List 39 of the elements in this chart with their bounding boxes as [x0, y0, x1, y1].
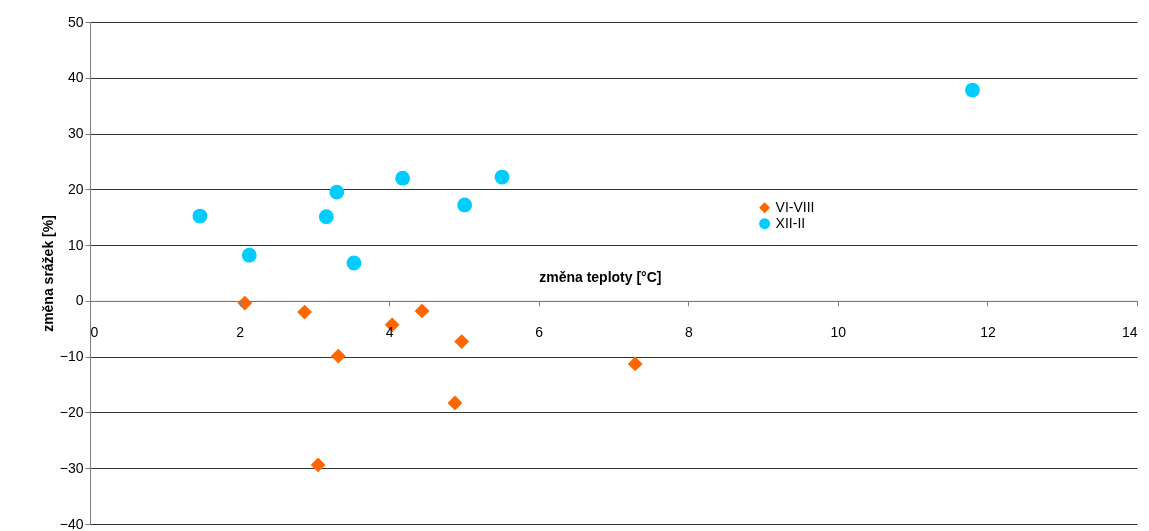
- point: [454, 334, 470, 350]
- point: [965, 82, 980, 98]
- y-tick-label: 10: [67, 236, 84, 253]
- x-tick-label: 14: [1121, 324, 1138, 341]
- point: [237, 295, 253, 311]
- legend-label: XII-II: [775, 214, 806, 231]
- y-tick-label: 40: [67, 69, 84, 86]
- x-tick-label: 8: [684, 324, 693, 341]
- y-tick-label: 30: [67, 125, 84, 142]
- y-tick-label: 0: [75, 292, 84, 309]
- point: [395, 170, 411, 186]
- y-tick-label: −20: [59, 403, 84, 420]
- point: [330, 348, 346, 364]
- point: [192, 208, 208, 224]
- legend-label: VI-VIII: [775, 198, 815, 215]
- x-axis-title: změna teploty [°C]: [539, 268, 662, 285]
- point: [346, 255, 362, 271]
- point: [297, 304, 313, 320]
- point: [494, 169, 510, 185]
- point: [627, 356, 643, 372]
- y-axis-title: změna srážek [%]: [39, 215, 56, 332]
- point: [457, 197, 473, 213]
- y-tick-label: 50: [67, 13, 84, 30]
- point: [241, 247, 257, 263]
- y-tick-label: 20: [67, 180, 84, 197]
- x-tick-label: 0: [90, 324, 99, 341]
- x-tick-label: 6: [535, 324, 544, 341]
- x-tick-label: 2: [236, 324, 245, 341]
- point: [310, 457, 326, 473]
- x-tick-label: 10: [830, 324, 847, 341]
- point: [447, 395, 463, 411]
- point: [318, 209, 334, 225]
- x-tick-label: 12: [980, 324, 996, 341]
- y-tick-label: −10: [59, 348, 84, 365]
- y-tick-label: −30: [59, 459, 84, 476]
- x-tick-label: 4: [385, 324, 394, 341]
- point: [329, 184, 345, 200]
- point: [414, 303, 430, 319]
- y-tick-label: −40: [59, 515, 84, 531]
